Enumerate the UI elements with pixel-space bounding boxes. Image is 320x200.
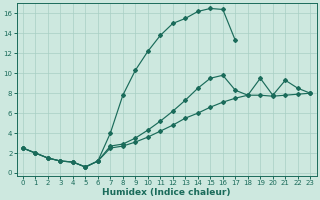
X-axis label: Humidex (Indice chaleur): Humidex (Indice chaleur): [102, 188, 231, 197]
